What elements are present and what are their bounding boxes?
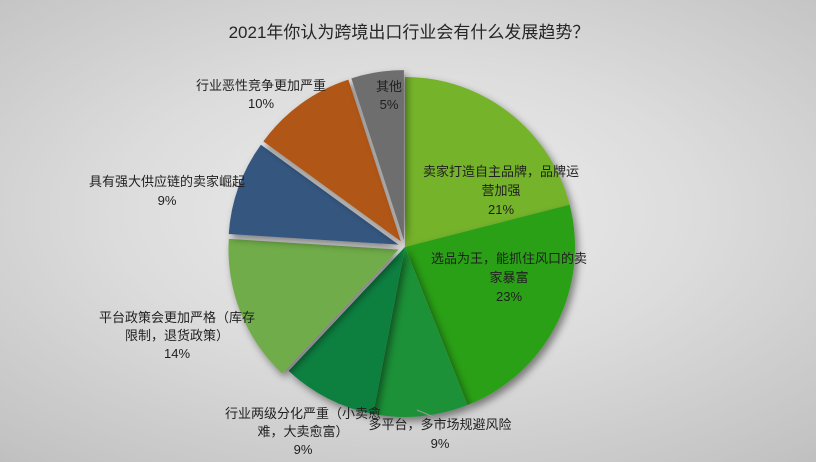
chart-title: 2021年你认为跨境出口行业会有什么发展趋势？ xyxy=(229,23,590,42)
pie-slice-vicious-competition[interactable] xyxy=(263,79,401,242)
slice-label-vicious-competition: 行业恶性竞争更加严重 10% xyxy=(196,78,326,111)
pie-labels-group: 卖家打造自主品牌，品牌运营加强 21% 选品为王，能抓住风口的卖家暴富 23% 多平台，… xyxy=(89,78,587,457)
pie-slice-product-selection[interactable] xyxy=(405,204,576,406)
pie-slice-supply-chain[interactable] xyxy=(228,144,399,245)
slice-label-other: 其他 5% xyxy=(376,79,402,112)
pie-slice-platform-policy[interactable] xyxy=(228,238,399,374)
slice-label-multi-platform: 多平台，多市场规避风险 9% xyxy=(368,417,511,451)
slice-label-supply-chain: 具有强大供应链的卖家崛起 9% xyxy=(89,174,245,208)
pie-slice-polarization[interactable] xyxy=(288,247,405,414)
slice-label-brand-building: 卖家打造自主品牌，品牌运营加强 21% xyxy=(423,164,579,217)
leader-line-multi-platform xyxy=(416,409,442,421)
pie-slices-group xyxy=(228,70,576,417)
slice-label-product-selection: 选品为王，能抓住风口的卖家暴富 23% xyxy=(431,251,587,304)
pie-slice-other[interactable] xyxy=(351,70,404,241)
pie-slice-multi-platform[interactable] xyxy=(373,247,468,417)
slice-label-polarization: 行业两级分化严重（小卖愈难，大卖愈富） 9% xyxy=(225,406,381,457)
pie-slice-brand-building[interactable] xyxy=(405,77,570,247)
slice-label-platform-policy: 平台政策会更加严格（库存限制，退货政策） 14% xyxy=(99,310,255,361)
